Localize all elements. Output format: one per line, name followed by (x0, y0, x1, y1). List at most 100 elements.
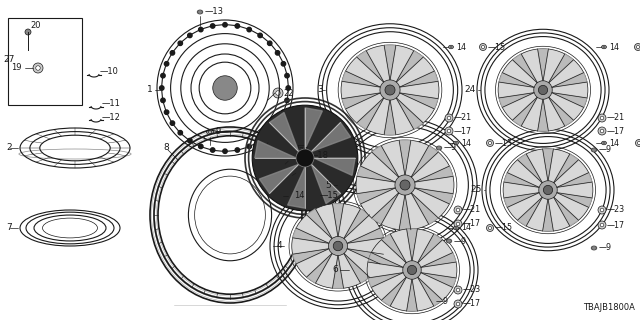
Circle shape (296, 149, 314, 167)
Polygon shape (287, 167, 305, 208)
Circle shape (25, 29, 31, 35)
Polygon shape (344, 209, 369, 239)
Circle shape (235, 148, 239, 152)
Circle shape (258, 33, 262, 38)
Ellipse shape (446, 239, 452, 243)
Circle shape (285, 98, 289, 102)
Polygon shape (513, 97, 538, 126)
Circle shape (281, 61, 285, 66)
Polygon shape (305, 108, 323, 149)
Text: —9: —9 (599, 146, 612, 155)
Ellipse shape (449, 45, 454, 49)
Circle shape (403, 261, 421, 279)
Polygon shape (504, 172, 540, 188)
Text: 25: 25 (470, 186, 482, 195)
Circle shape (456, 222, 460, 226)
Text: —17: —17 (607, 220, 625, 229)
Circle shape (178, 41, 182, 45)
Ellipse shape (207, 130, 214, 134)
Polygon shape (504, 193, 540, 207)
Text: 14: 14 (294, 191, 305, 201)
Polygon shape (513, 54, 538, 83)
Ellipse shape (591, 148, 596, 152)
Polygon shape (552, 92, 587, 108)
Circle shape (223, 22, 227, 27)
Circle shape (164, 110, 169, 115)
Polygon shape (269, 112, 299, 152)
Text: 14: 14 (456, 43, 466, 52)
Polygon shape (396, 51, 423, 83)
Polygon shape (381, 234, 406, 263)
Text: 24: 24 (465, 85, 476, 94)
Circle shape (286, 86, 291, 90)
Text: 1: 1 (147, 85, 153, 94)
Polygon shape (557, 172, 592, 188)
Text: 27: 27 (3, 55, 14, 65)
Text: TBAJB1800A: TBAJB1800A (583, 303, 635, 312)
Circle shape (161, 74, 165, 78)
Polygon shape (396, 98, 423, 129)
Polygon shape (255, 140, 296, 158)
Text: —15: —15 (495, 139, 513, 148)
Text: 14: 14 (609, 43, 619, 52)
Text: —12: —12 (102, 113, 121, 122)
Polygon shape (384, 99, 396, 135)
Text: —17: —17 (463, 220, 481, 228)
Polygon shape (518, 197, 543, 226)
Circle shape (479, 44, 486, 51)
Ellipse shape (591, 246, 596, 250)
Polygon shape (307, 209, 332, 239)
Circle shape (543, 185, 552, 195)
Polygon shape (332, 255, 344, 288)
Circle shape (454, 286, 462, 294)
Text: —9: —9 (436, 298, 449, 307)
Polygon shape (344, 253, 369, 283)
Text: —10: —10 (100, 68, 119, 76)
Circle shape (333, 241, 343, 251)
Ellipse shape (367, 229, 457, 311)
Text: —21: —21 (454, 114, 472, 123)
Circle shape (188, 138, 192, 143)
Text: 20: 20 (30, 21, 40, 30)
Polygon shape (314, 158, 355, 175)
Polygon shape (411, 146, 438, 178)
Circle shape (634, 44, 640, 51)
Text: 4: 4 (276, 242, 282, 251)
Text: —13: —13 (205, 6, 224, 15)
Circle shape (636, 45, 639, 49)
Polygon shape (543, 198, 554, 231)
Ellipse shape (428, 300, 434, 304)
Circle shape (235, 24, 239, 28)
Polygon shape (368, 252, 403, 268)
Circle shape (33, 63, 43, 73)
Polygon shape (552, 73, 587, 87)
Circle shape (314, 195, 317, 197)
Circle shape (456, 288, 460, 292)
Polygon shape (417, 277, 442, 306)
Polygon shape (356, 51, 384, 83)
Circle shape (159, 86, 164, 90)
Polygon shape (548, 54, 573, 83)
Polygon shape (372, 193, 399, 224)
Circle shape (275, 121, 280, 125)
Polygon shape (420, 273, 456, 287)
Circle shape (534, 81, 552, 99)
Text: —23: —23 (463, 285, 481, 294)
Text: —18: —18 (310, 150, 329, 159)
Polygon shape (347, 249, 383, 264)
Text: 14: 14 (461, 223, 471, 233)
Ellipse shape (292, 204, 384, 289)
Circle shape (598, 127, 606, 135)
Polygon shape (292, 249, 329, 264)
Text: —23: —23 (607, 205, 625, 214)
Circle shape (380, 80, 400, 100)
Polygon shape (399, 71, 438, 87)
Text: —9: —9 (599, 244, 612, 252)
Polygon shape (554, 154, 579, 183)
Polygon shape (415, 188, 453, 204)
Ellipse shape (454, 226, 458, 230)
Text: 26: 26 (298, 148, 309, 156)
Polygon shape (543, 149, 554, 181)
Circle shape (488, 141, 492, 145)
Text: —15: —15 (495, 223, 513, 233)
